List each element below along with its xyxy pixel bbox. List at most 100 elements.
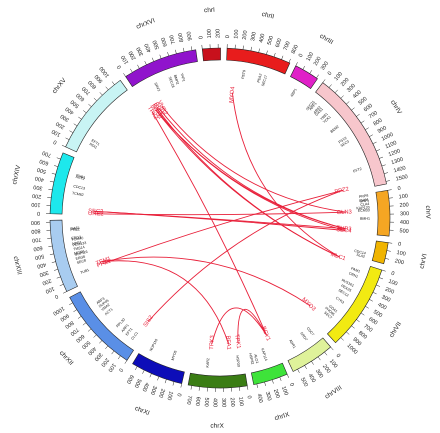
tick-label: 100 <box>106 362 116 373</box>
tick-label: 700 <box>362 323 373 333</box>
gene-label-cdc14: CDC14 <box>354 249 366 256</box>
gene-label-psy2: PSY2 <box>338 136 348 144</box>
tick-label: 500 <box>299 377 309 388</box>
tick-label: 500 <box>34 253 44 261</box>
gene-label-adr1: ADR1 <box>288 339 296 349</box>
gene-label-gas1: GAS1 <box>70 226 80 231</box>
chromosome-label-chrX: chrX <box>210 423 224 430</box>
tick-label: 0 <box>37 210 40 216</box>
tick-label: 200 <box>321 364 331 375</box>
tick-mark <box>48 189 53 191</box>
tick-label: 0 <box>175 393 182 397</box>
tick-label: 200 <box>32 192 42 199</box>
link-myo4-mlc1 <box>231 92 341 258</box>
tick-mark <box>82 322 87 326</box>
gene-label-snf1: SNF1 <box>360 199 370 204</box>
tick-mark <box>381 164 386 167</box>
gene-label-arp1: ARP1 <box>121 323 130 333</box>
tick-label: 400 <box>258 33 266 43</box>
tick-label: 0 <box>397 186 401 192</box>
tick-mark <box>135 366 138 371</box>
tick-mark <box>360 312 365 316</box>
tick-label: 900 <box>94 73 105 84</box>
tick-mark <box>87 328 92 332</box>
tick-mark <box>180 383 182 388</box>
tick-mark <box>334 89 338 93</box>
hub-gene-label-bcy1: BCY1 <box>260 326 271 342</box>
chromosome-label-chrXI: chrXI <box>134 405 151 417</box>
tick-mark <box>330 346 334 351</box>
tick-mark <box>365 306 369 309</box>
gene-label-pea2: PEA2 <box>256 73 262 83</box>
tick-label: 500 <box>372 309 383 319</box>
tick-mark <box>190 385 192 390</box>
tick-label: 0 <box>398 242 402 248</box>
tick-label: 700 <box>185 395 192 405</box>
chromosome-label-chrII: chrII <box>261 11 275 21</box>
tick-label: 500 <box>70 98 81 108</box>
tick-mark <box>54 165 59 167</box>
tick-label: 300 <box>380 294 391 303</box>
tick-label: 700 <box>169 34 177 44</box>
chromosome-band-chrV <box>375 189 391 237</box>
tick-mark <box>297 369 300 373</box>
tick-label: 300 <box>320 61 330 72</box>
hub-gene-label-gln3: GLN3 <box>337 209 352 216</box>
tick-label: 200 <box>55 120 66 130</box>
tick-mark <box>175 49 177 54</box>
gene-label-act1: ACT1 <box>104 307 114 316</box>
gene-label-yrb1: YRB1 <box>319 112 329 121</box>
tick-mark <box>317 356 321 361</box>
chromosome-band-chrIV <box>315 82 387 187</box>
link-myo2-sec4 <box>155 109 346 231</box>
tick-mark <box>49 180 54 183</box>
gene-label-nup116: NUP116 <box>74 250 88 257</box>
tick-mark <box>144 61 147 65</box>
gene-labels: PET9 PEA2SEC17ABP1SEC21ARF1ARF2GAS1YRB1YC… <box>70 70 370 368</box>
tick-label: 100 <box>207 29 214 39</box>
tick-label: 300 <box>346 83 357 94</box>
tick-mark <box>93 334 97 338</box>
chromosome-band-chrII <box>226 47 291 75</box>
hub-gene-label-ppz2: PPZ2 <box>334 187 349 196</box>
tick-mark <box>99 340 103 344</box>
chromosome-band-chrXVI <box>125 49 198 87</box>
tick-label: 700 <box>69 326 80 336</box>
link-vhr2-gln3 <box>161 105 346 213</box>
tick-label: 800 <box>64 319 75 329</box>
link-ppz1-ppz2 <box>102 189 344 265</box>
chromosome-label-chrI: chrI <box>204 7 215 15</box>
tick-label: 0 <box>327 71 334 77</box>
tick-mark <box>77 316 82 319</box>
hub-gene-label-mlc1: MLC1 <box>330 252 347 263</box>
tick-label: 200 <box>242 30 249 40</box>
tick-label: 0 <box>245 395 251 399</box>
tick-mark <box>157 376 160 381</box>
chromosome-band-chrXV <box>65 79 128 153</box>
gene-label-nup116: NUP116 <box>149 338 159 352</box>
tick-label: 200 <box>313 56 323 67</box>
tick-mark <box>271 379 274 384</box>
gene-label-pcm133: PCM133 <box>72 241 86 247</box>
gene-label-srv2: SRV2 <box>153 82 161 92</box>
tick-label: 1000 <box>52 305 66 316</box>
tick-label: 400 <box>307 373 317 384</box>
tick-mark <box>376 149 381 152</box>
chromosome-label-chrXIII: chrXIII <box>12 256 23 276</box>
tick-label: 300 <box>400 211 409 217</box>
hub-gene-label-ppz1: PPZ1 <box>96 258 112 269</box>
gene-label-sec12: SEC12 <box>337 288 349 297</box>
tick-mark <box>56 276 61 279</box>
tick-mark <box>340 337 344 341</box>
tick-label: 800 <box>87 79 98 90</box>
gene-label-hsp82: HSP82 <box>248 353 254 365</box>
tick-label: 300 <box>93 351 104 362</box>
tick-label: 300 <box>136 46 145 57</box>
tick-label: 200 <box>340 77 351 88</box>
tick-mark <box>151 57 154 62</box>
link-ure2-gln3 <box>94 211 346 216</box>
tick-mark <box>365 127 369 130</box>
tick-label: 700 <box>283 41 292 52</box>
tick-label: 600 <box>33 244 43 251</box>
